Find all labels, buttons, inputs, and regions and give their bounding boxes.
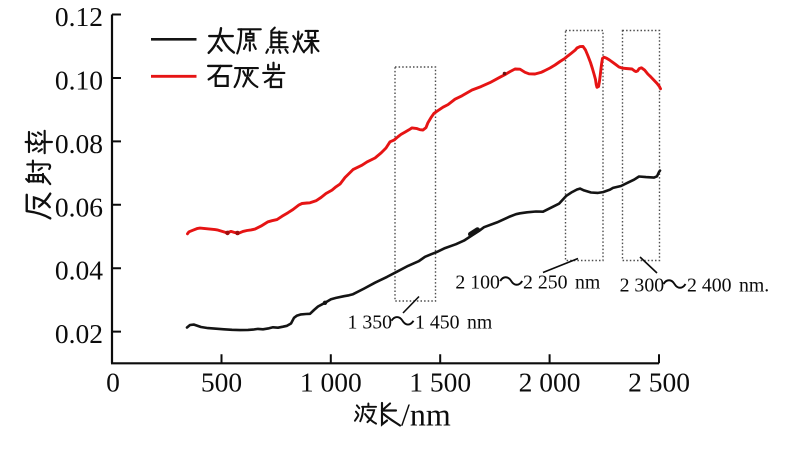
svg-text:2 300: 2 300 (620, 275, 665, 297)
svg-text:2 000: 2 000 (519, 367, 581, 398)
svg-text:0.10: 0.10 (55, 65, 103, 96)
svg-text:0.02: 0.02 (55, 318, 103, 349)
svg-text:1 350: 1 350 (348, 311, 393, 333)
svg-text:1 500: 1 500 (409, 367, 471, 398)
svg-text:2 250 nm: 2 250 nm (523, 272, 601, 294)
svg-text:2 400 nm.: 2 400 nm. (687, 275, 769, 297)
svg-text:0.06: 0.06 (55, 191, 103, 222)
svg-text:1 000: 1 000 (300, 367, 362, 398)
svg-text:/nm: /nm (401, 397, 451, 433)
svg-text:2 100: 2 100 (455, 272, 500, 294)
svg-text:0.12: 0.12 (55, 1, 103, 32)
svg-text:2 500: 2 500 (628, 367, 690, 398)
svg-text:0.04: 0.04 (55, 255, 103, 286)
svg-text:0.08: 0.08 (55, 128, 103, 159)
svg-text:1 450 nm: 1 450 nm (415, 311, 493, 333)
svg-text:0: 0 (106, 367, 120, 398)
svg-text:500: 500 (201, 367, 242, 398)
